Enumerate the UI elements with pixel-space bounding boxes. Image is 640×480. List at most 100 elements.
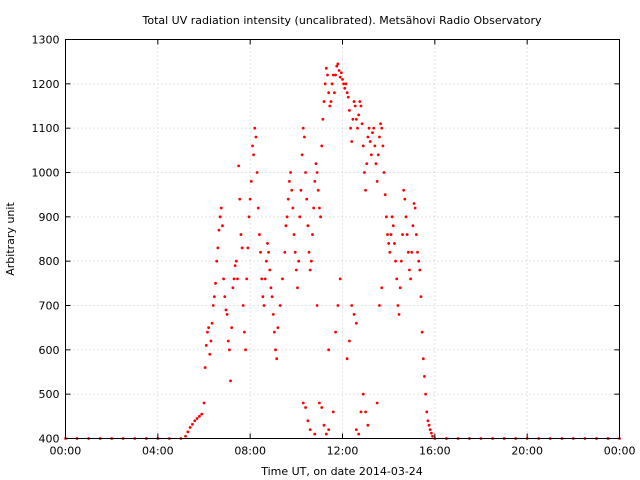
data-point (406, 250, 410, 254)
data-point (420, 330, 424, 334)
data-point (285, 215, 289, 219)
data-point (255, 171, 259, 174)
data-point (380, 126, 384, 130)
data-point (188, 426, 192, 429)
data-point (424, 392, 427, 396)
data-point (426, 419, 430, 423)
data-point (359, 410, 363, 414)
data-point (322, 423, 326, 427)
data-point (367, 126, 371, 130)
data-point (306, 224, 310, 228)
data-point (353, 104, 357, 108)
data-point (308, 268, 312, 272)
data-point (316, 188, 320, 192)
y-tick-label: 400 (39, 433, 60, 446)
data-point (293, 250, 297, 254)
x-tick-label: 00:00 (604, 445, 636, 458)
data-point (404, 215, 408, 219)
y-tick-label: 500 (39, 388, 60, 401)
data-point (242, 330, 246, 334)
data-point (361, 392, 365, 396)
data-point (305, 197, 309, 201)
data-point (200, 412, 204, 416)
data-point (288, 179, 291, 183)
data-point (335, 64, 339, 68)
data-point (338, 75, 342, 79)
data-point (345, 357, 349, 361)
data-point (204, 344, 208, 347)
y-tick-label: 900 (39, 211, 60, 224)
data-point (354, 428, 358, 432)
data-point (359, 104, 363, 108)
y-tick-label: 1200 (32, 78, 60, 91)
data-point (354, 321, 358, 325)
data-point (369, 153, 373, 157)
y-tick-label: 600 (39, 344, 60, 357)
x-tick-label: 04:00 (142, 445, 174, 458)
data-point (266, 242, 269, 245)
data-point (389, 233, 393, 236)
data-point (418, 268, 422, 272)
data-point (294, 268, 298, 272)
data-point (307, 250, 311, 254)
y-axis-label: Arbitrary unit (4, 202, 17, 276)
data-point (412, 202, 416, 205)
data-point (304, 171, 307, 174)
data-point (252, 153, 256, 157)
plot-frame (65, 39, 620, 439)
data-point (268, 268, 272, 272)
data-point (234, 259, 238, 263)
axis-ticks: 400 500 600 700 800 900 1000 1100 1200 1300 00:00 0… (32, 34, 636, 458)
data-point (393, 242, 396, 245)
data-point (372, 126, 376, 130)
data-point (275, 357, 279, 361)
data-point (414, 233, 418, 236)
data-point (410, 250, 414, 254)
x-tick-label: 08:00 (234, 445, 266, 458)
data-point (357, 432, 361, 436)
data-point (207, 326, 211, 330)
data-point (334, 330, 337, 334)
data-point (261, 295, 265, 299)
data-point (384, 215, 388, 219)
data-point (264, 259, 268, 263)
data-point (216, 246, 220, 250)
data-point (245, 277, 249, 281)
data-point (324, 432, 328, 436)
data-point (398, 286, 402, 290)
data-point (421, 357, 425, 361)
data-point (290, 188, 294, 192)
y-tick-label: 700 (39, 300, 60, 313)
data-point (417, 259, 421, 263)
data-point (354, 117, 358, 121)
data-point (349, 126, 352, 130)
data-point (289, 171, 292, 174)
data-point (284, 224, 288, 228)
data-point (350, 140, 354, 143)
data-point (259, 250, 262, 254)
data-point (303, 135, 306, 139)
data-point (232, 277, 236, 281)
data-point (399, 259, 403, 263)
data-point (343, 86, 347, 90)
data-point (273, 330, 276, 334)
data-point (383, 193, 387, 197)
data-point (379, 122, 382, 126)
data-point (394, 259, 397, 263)
data-point (348, 109, 351, 112)
data-point (225, 312, 229, 316)
data-point (336, 62, 340, 66)
data-point (327, 428, 331, 432)
data-point (345, 91, 349, 95)
data-point (296, 286, 299, 290)
data-point (323, 82, 327, 86)
data-point (391, 224, 395, 228)
data-point (258, 233, 261, 236)
data-point (356, 126, 359, 130)
data-point (311, 233, 314, 236)
data-point (380, 286, 384, 290)
data-point (247, 215, 251, 219)
data-point (240, 246, 244, 250)
data-point (326, 73, 329, 77)
